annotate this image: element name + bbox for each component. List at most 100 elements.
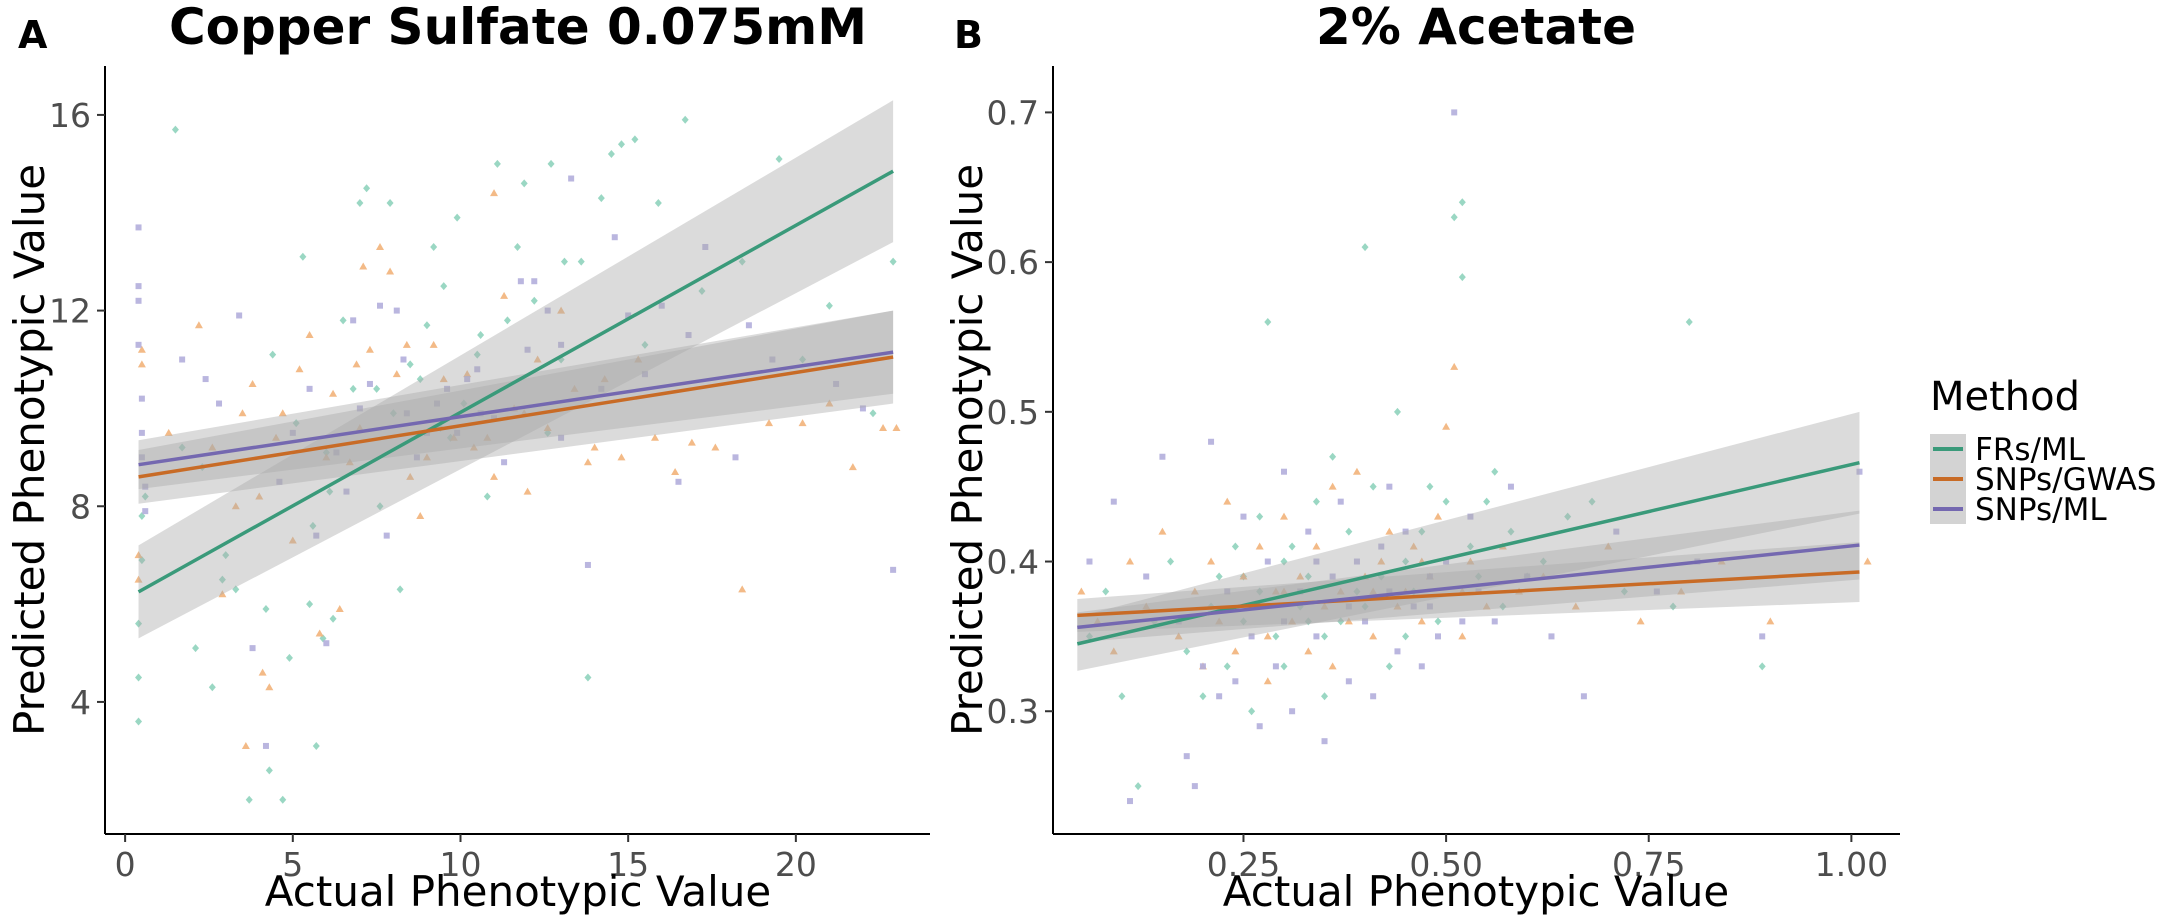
data-point-snps-gwas [1328, 662, 1337, 670]
data-point-snps-ml [1256, 723, 1263, 730]
panel-b-y-axis-title: Predicted Phenotypic Value [943, 164, 992, 736]
data-point-snps-gwas [1142, 602, 1151, 610]
data-point-frs-ml [1685, 318, 1693, 326]
legend-entry-frs-ml: FRs/ML [1930, 432, 2086, 468]
data-point-frs-ml [698, 287, 706, 296]
data-point-snps-gwas [1255, 542, 1264, 550]
data-point-snps-gwas [1158, 527, 1167, 535]
data-point-snps-ml [400, 356, 407, 363]
data-point-snps-gwas [406, 472, 415, 480]
panel-a-title: Copper Sulfate 0.075mM [169, 0, 867, 56]
data-point-snps-ml [383, 532, 390, 539]
data-point-frs-ml [430, 242, 438, 251]
data-point-snps-gwas [570, 384, 579, 392]
data-point-snps-ml [1451, 109, 1458, 116]
data-point-snps-gwas [1604, 542, 1613, 550]
data-point-snps-ml [890, 566, 897, 573]
regression-line-snps-ml [1077, 543, 1860, 630]
y-tick-label: 0.6 [987, 243, 1039, 282]
data-point-snps-ml [350, 317, 357, 324]
data-point-snps-ml [745, 322, 752, 329]
data-point-frs-ml [654, 198, 662, 207]
x-tick-label: 15 [607, 845, 649, 884]
data-point-snps-gwas [1369, 632, 1378, 640]
data-point-snps-gwas [1320, 602, 1329, 610]
data-point-snps-gwas [335, 604, 344, 612]
panel-b-plot-area: 0.25 0.50 0.75 1.00 0.3 0.4 0.5 0.6 0.7 [987, 66, 1900, 884]
data-point-frs-ml [1402, 557, 1410, 566]
regression-line-snps-gwas [138, 355, 894, 479]
data-point-snps-ml [1281, 618, 1287, 625]
data-point-frs-ml [1272, 632, 1280, 641]
regression-line-frs-ml [137, 169, 894, 594]
y-tick-label: 12 [49, 292, 91, 331]
data-point-snps-gwas [359, 262, 368, 270]
data-point-frs-ml [825, 301, 833, 310]
data-point-snps-ml [598, 385, 605, 392]
data-point-snps-gwas [879, 423, 888, 431]
data-point-snps-gwas [305, 331, 314, 339]
data-point-snps-ml [454, 429, 461, 436]
data-point-snps-ml [1386, 588, 1393, 595]
data-point-frs-ml [631, 135, 639, 144]
data-point-snps-ml [216, 400, 223, 407]
data-point-frs-ml [503, 316, 511, 325]
legend-title: Method [1930, 374, 2080, 420]
data-point-snps-ml [1426, 573, 1433, 580]
data-point-snps-ml [544, 307, 551, 314]
confidence-band-snps-ml [1077, 510, 1860, 643]
data-point-frs-ml [1361, 602, 1369, 611]
data-point-frs-ml [262, 604, 270, 613]
data-point-snps-ml [732, 454, 739, 461]
data-point-frs-ml [1499, 602, 1507, 611]
data-point-frs-ml [1483, 497, 1491, 506]
data-point-snps-gwas [1442, 422, 1451, 430]
data-point-snps-gwas [208, 443, 217, 451]
data-point-snps-ml [1216, 693, 1223, 700]
y-tick-label: 8 [70, 487, 91, 526]
data-point-snps-gwas [617, 453, 626, 461]
data-point-snps-ml [313, 532, 320, 539]
data-point-snps-ml [1289, 708, 1296, 715]
data-point-snps-ml [1337, 498, 1344, 505]
data-point-snps-gwas [634, 355, 643, 363]
data-point-snps-gwas [1458, 632, 1467, 640]
regression-line-snps-ml [138, 350, 894, 467]
data-point-frs-ml [889, 257, 897, 266]
data-point-snps-ml [1143, 573, 1150, 580]
data-point-snps-ml [135, 341, 142, 348]
data-point-frs-ml [483, 492, 491, 501]
data-point-snps-gwas [439, 375, 448, 383]
data-point-snps-ml [1313, 633, 1320, 640]
data-point-snps-ml [1435, 633, 1441, 640]
data-point-snps-ml [1418, 663, 1425, 670]
data-point-snps-ml [323, 640, 330, 647]
data-point-snps-gwas [392, 370, 401, 378]
data-point-frs-ml [775, 154, 783, 163]
data-point-snps-ml [1183, 753, 1190, 760]
data-point-snps-gwas [288, 536, 297, 544]
data-point-frs-ml [356, 198, 364, 207]
data-point-snps-gwas [258, 668, 267, 676]
data-point-snps-gwas [355, 423, 364, 431]
data-point-snps-gwas [376, 242, 384, 250]
data-point-frs-ml [396, 585, 404, 594]
data-point-snps-ml [236, 312, 243, 319]
data-point-snps-ml [769, 356, 776, 363]
legend-label: SNPs/GWAS [1975, 462, 2156, 498]
data-point-frs-ml [1491, 467, 1499, 476]
data-point-snps-gwas [892, 423, 901, 431]
data-point-frs-ml [530, 296, 538, 305]
data-point-snps-ml [1127, 798, 1133, 805]
data-point-snps-gwas [241, 741, 250, 749]
data-point-snps-ml [611, 234, 618, 241]
data-point-frs-ml [547, 159, 555, 168]
x-tick-label: 1.00 [1815, 845, 1888, 884]
data-point-snps-ml [531, 278, 538, 285]
data-point-snps-ml [1305, 528, 1312, 535]
y-tick-label: 4 [70, 683, 91, 722]
y-tick-label: 16 [49, 96, 91, 135]
data-point-snps-gwas [449, 433, 458, 441]
